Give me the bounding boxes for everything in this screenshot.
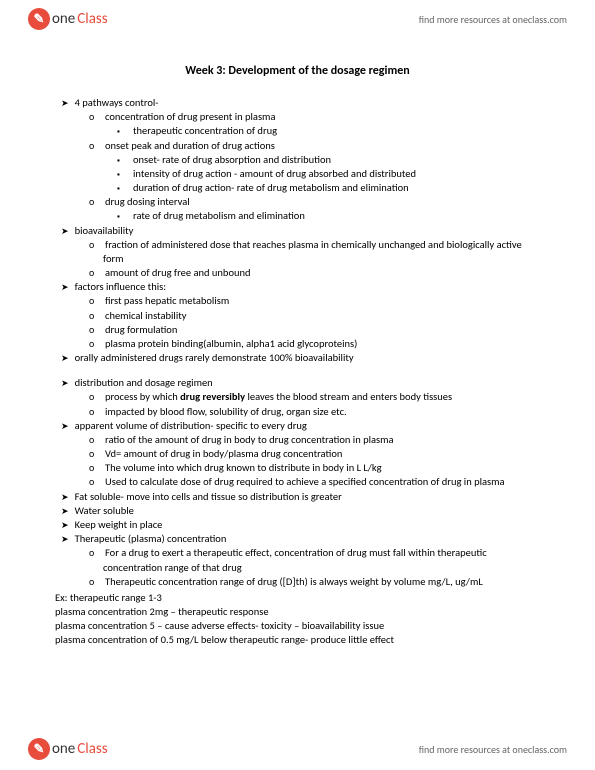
item-onset-peak: onset peak and duration of drug actions (103, 139, 540, 153)
item-metabolism-rate: rate of drug metabolism and elimination (131, 209, 540, 223)
item-fraction-dose: fraction of administered dose that reach… (103, 238, 540, 266)
item-onset-rate: onset- rate of drug absorption and distr… (131, 153, 540, 167)
document-body: 4 pathways control- concentration of dru… (0, 96, 595, 648)
item-fat-soluble: Fat soluble- move into cells and tissue … (75, 490, 540, 504)
ex-2mg: plasma concentration 2mg – therapeutic r… (55, 605, 540, 619)
item-impacted-by: impacted by blood flow, solubility of dr… (103, 405, 540, 419)
brand-logo: ✎ oneClass (28, 8, 108, 30)
item-keep-weight: Keep weight in place (75, 518, 540, 532)
section-bioavailability: bioavailability (55, 224, 540, 238)
item-first-pass: first pass hepatic metabolism (103, 294, 540, 308)
item-duration: duration of drug action- rate of drug me… (131, 181, 540, 195)
page-footer: ✎ oneClass find more resources at onecla… (0, 732, 595, 770)
footer-logo-class: Class (77, 740, 107, 758)
item-water-soluble: Water soluble (75, 504, 540, 518)
heading-pathways: 4 pathways control- (75, 96, 540, 110)
page-title: Week 3: Development of the dosage regime… (0, 64, 595, 78)
item-dosing-interval: drug dosing interval (103, 195, 540, 209)
item-conc-plasma: concentration of drug present in plasma (103, 110, 540, 124)
footer-logo: ✎ oneClass (28, 738, 108, 760)
heading-volume-dist: apparent volume of distribution- specifi… (75, 419, 540, 433)
section-distribution: distribution and dosage regimen (55, 376, 540, 390)
logo-text-class: Class (77, 10, 107, 28)
header-link[interactable]: find more resources at oneclass.com (419, 13, 567, 26)
item-free-unbound: amount of drug free and unbound (103, 266, 540, 280)
item-vd-formula: Vd= amount of drug in body/plasma drug c… (103, 447, 540, 461)
item-chemical-instability: chemical instability (103, 309, 540, 323)
section-oral: orally administered drugs rarely demonst… (55, 351, 540, 365)
heading-factors: factors influence this: (75, 280, 540, 294)
item-ratio: ratio of the amount of drug in body to d… (103, 433, 540, 447)
ex-5: plasma concentration 5 – cause adverse e… (55, 619, 540, 633)
section-pathways: 4 pathways control- (55, 96, 540, 110)
footer-logo-icon: ✎ (28, 738, 50, 760)
item-therapeutic-effect: For a drug to exert a therapeutic effect… (103, 546, 540, 574)
footer-logo-one: one (52, 740, 75, 758)
item-therapeutic-conc: therapeutic concentration of drug (131, 124, 540, 138)
section-therapeutic: Therapeutic (plasma) concentration (55, 532, 540, 546)
ex-range: Ex: therapeutic range 1-3 (55, 591, 540, 605)
item-volume-known: The volume into which drug known to dist… (103, 461, 540, 475)
item-protein-binding: plasma protein binding(albumin, alpha1 a… (103, 337, 540, 351)
logo-icon: ✎ (28, 8, 50, 30)
page-header: ✎ oneClass find more resources at onecla… (0, 0, 595, 34)
example-block: Ex: therapeutic range 1-3 plasma concent… (55, 591, 540, 648)
heading-bioavailability: bioavailability (75, 224, 540, 238)
heading-distribution: distribution and dosage regimen (75, 376, 540, 390)
section-volume-dist: apparent volume of distribution- specifi… (55, 419, 540, 433)
section-factors: factors influence this: (55, 280, 540, 294)
item-oral-bioavail: orally administered drugs rarely demonst… (75, 351, 540, 365)
section-solubility: Fat soluble- move into cells and tissue … (55, 490, 540, 533)
ex-05: plasma concentration of 0.5 mg/L below t… (55, 633, 540, 647)
item-intensity: intensity of drug action - amount of dru… (131, 167, 540, 181)
item-formulation: drug formulation (103, 323, 540, 337)
logo-text-one: one (52, 10, 75, 28)
item-therapeutic-range: Therapeutic concentration range of drug … (103, 575, 540, 589)
footer-link[interactable]: find more resources at oneclass.com (419, 743, 567, 756)
item-calculate-dose: Used to calculate dose of drug required … (103, 475, 540, 489)
heading-therapeutic: Therapeutic (plasma) concentration (75, 532, 540, 546)
item-process-reversibly: process by which drug reversibly leaves … (103, 390, 540, 404)
